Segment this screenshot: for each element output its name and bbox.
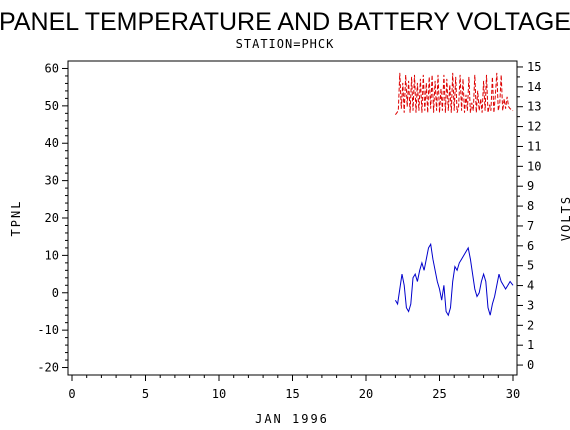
- x-tick-label: 25: [432, 387, 446, 401]
- y-axis-left: -20 -10 0 10 20 30 40 50 60: [37, 61, 68, 375]
- y2-tick-label: 1: [527, 338, 534, 352]
- x-tick-label: 15: [285, 387, 299, 401]
- x-tick-label: 5: [142, 387, 149, 401]
- y-tick-label: -10: [37, 323, 59, 337]
- y-tick-label: 0: [52, 286, 59, 300]
- x-tick-label: 0: [68, 387, 75, 401]
- y2-tick-label: 9: [527, 179, 534, 193]
- y2-tick-label: 12: [527, 120, 541, 134]
- y2-tick-label: 0: [527, 358, 534, 372]
- chart-subtitle: STATION=PHCK: [236, 37, 335, 51]
- series-group: [394, 72, 514, 317]
- y2-tick-label: 15: [527, 60, 541, 74]
- y-tick-label: 10: [45, 248, 59, 262]
- y-tick-label: 40: [45, 136, 59, 150]
- y-tick-label: 20: [45, 211, 59, 225]
- volts-series-line: [394, 72, 514, 115]
- y2-tick-label: 2: [527, 318, 534, 332]
- y-tick-label: 30: [45, 174, 59, 188]
- y2-tick-label: 10: [527, 159, 541, 173]
- y2-tick-label: 11: [527, 139, 541, 153]
- x-tick-label: 10: [212, 387, 226, 401]
- y2-tick-label: 8: [527, 199, 534, 213]
- y2-tick-label: 14: [527, 80, 541, 94]
- x-tick-label: 20: [359, 387, 373, 401]
- y2-axis-label: VOLTS: [559, 195, 570, 241]
- tpnl-series-line: [394, 242, 514, 317]
- y-tick-label: 50: [45, 99, 59, 113]
- y2-tick-label: 4: [527, 279, 534, 293]
- y-tick-label: 60: [45, 61, 59, 75]
- y2-tick-label: 3: [527, 298, 534, 312]
- x-tick-label: 30: [506, 387, 520, 401]
- y2-tick-label: 7: [527, 219, 534, 233]
- plot-frame: [67, 60, 518, 376]
- y-axis-label: TPNL: [9, 200, 23, 237]
- y2-tick-label: 5: [527, 259, 534, 273]
- x-axis: 0 5 10 15 20 25 30: [68, 375, 520, 401]
- y2-tick-label: 6: [527, 239, 534, 253]
- chart-title: PANEL TEMPERATURE AND BATTERY VOLTAGE: [0, 8, 570, 36]
- y2-tick-label: 13: [527, 100, 541, 114]
- y-tick-label: -20: [37, 361, 59, 375]
- x-axis-label: JAN 1996: [255, 412, 329, 426]
